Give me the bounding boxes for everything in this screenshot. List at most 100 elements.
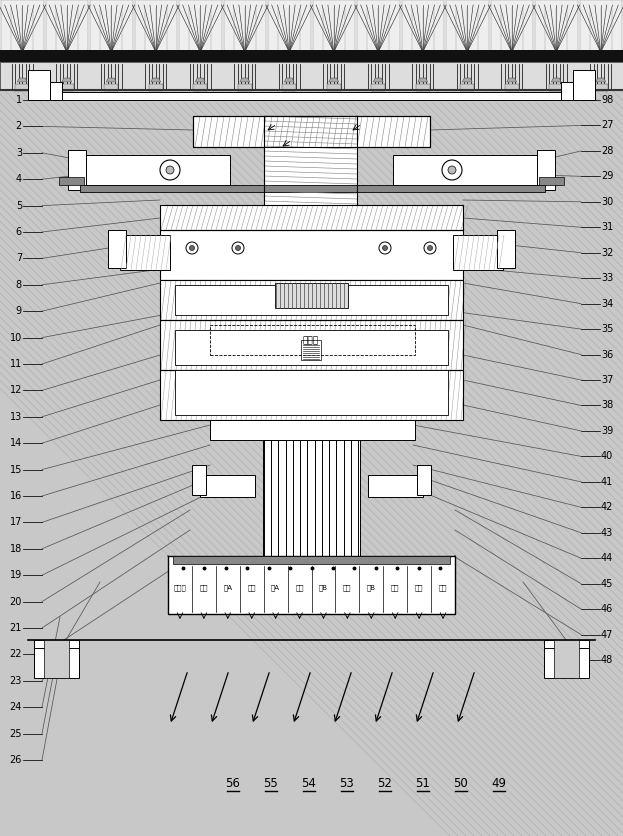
Bar bbox=[160, 280, 463, 320]
Polygon shape bbox=[329, 78, 339, 82]
Bar bbox=[160, 280, 463, 320]
Bar bbox=[282, 84, 297, 91]
Text: 23: 23 bbox=[9, 675, 22, 686]
Polygon shape bbox=[284, 78, 294, 82]
Text: 25: 25 bbox=[9, 729, 22, 738]
Bar bbox=[34, 640, 79, 678]
Text: 28: 28 bbox=[601, 146, 614, 155]
Bar bbox=[561, 82, 573, 100]
Polygon shape bbox=[107, 78, 117, 82]
Text: 压左: 压左 bbox=[295, 584, 304, 591]
Bar bbox=[59, 177, 84, 185]
Bar bbox=[0, 50, 623, 62]
Bar bbox=[104, 84, 118, 91]
Bar bbox=[224, 0, 266, 56]
Bar bbox=[497, 230, 515, 268]
Text: 12: 12 bbox=[9, 385, 22, 395]
Text: 渐路: 渐路 bbox=[199, 584, 208, 591]
Bar bbox=[160, 230, 463, 280]
Circle shape bbox=[448, 166, 456, 174]
Text: 47: 47 bbox=[601, 630, 614, 640]
Bar bbox=[544, 640, 589, 678]
Text: 98: 98 bbox=[601, 95, 613, 105]
Text: 22: 22 bbox=[9, 650, 22, 660]
Bar bbox=[535, 0, 578, 56]
Bar bbox=[402, 52, 443, 58]
Bar bbox=[175, 370, 448, 415]
Polygon shape bbox=[551, 78, 561, 82]
Bar bbox=[160, 205, 463, 230]
Bar bbox=[175, 330, 448, 365]
Circle shape bbox=[235, 246, 240, 251]
Polygon shape bbox=[151, 78, 161, 82]
Text: 41: 41 bbox=[601, 477, 613, 487]
Text: 45: 45 bbox=[601, 579, 614, 589]
Bar bbox=[417, 465, 431, 495]
Text: 36: 36 bbox=[601, 349, 613, 359]
Bar bbox=[264, 116, 357, 205]
Bar bbox=[371, 84, 385, 91]
Bar bbox=[135, 0, 177, 56]
Bar bbox=[160, 370, 463, 420]
Polygon shape bbox=[195, 78, 205, 82]
Text: 气B: 气B bbox=[367, 584, 376, 591]
Text: 38: 38 bbox=[601, 400, 613, 410]
Circle shape bbox=[160, 160, 180, 180]
Text: 气A: 气A bbox=[271, 584, 280, 591]
Bar bbox=[175, 285, 448, 315]
Bar bbox=[179, 0, 222, 56]
Circle shape bbox=[189, 246, 194, 251]
Bar bbox=[573, 70, 595, 100]
Bar bbox=[313, 0, 355, 56]
Text: 33: 33 bbox=[601, 273, 613, 283]
Bar bbox=[401, 0, 444, 56]
Bar bbox=[193, 116, 430, 147]
Circle shape bbox=[442, 160, 462, 180]
Bar bbox=[160, 370, 463, 420]
Bar bbox=[68, 150, 86, 190]
Text: 8: 8 bbox=[16, 280, 22, 290]
Bar bbox=[238, 84, 252, 91]
Text: 10: 10 bbox=[10, 333, 22, 343]
Text: 1: 1 bbox=[16, 95, 22, 105]
Bar bbox=[1, 0, 44, 56]
Text: 18: 18 bbox=[10, 543, 22, 553]
Text: 20: 20 bbox=[9, 597, 22, 607]
Circle shape bbox=[379, 242, 391, 254]
Bar bbox=[357, 0, 399, 56]
Bar bbox=[47, 52, 87, 58]
Text: 供回: 供回 bbox=[415, 584, 424, 591]
Text: 2: 2 bbox=[16, 121, 22, 131]
Bar bbox=[301, 340, 321, 360]
Circle shape bbox=[186, 242, 198, 254]
Bar bbox=[45, 0, 88, 56]
Bar bbox=[447, 52, 488, 58]
Bar bbox=[160, 320, 463, 370]
Bar bbox=[505, 84, 519, 91]
Bar bbox=[416, 84, 430, 91]
Bar bbox=[15, 84, 29, 91]
Bar bbox=[180, 52, 221, 58]
Text: 53: 53 bbox=[340, 777, 354, 790]
Bar bbox=[168, 556, 455, 614]
Text: 13: 13 bbox=[10, 412, 22, 422]
Text: 16: 16 bbox=[10, 491, 22, 501]
Text: 39: 39 bbox=[601, 426, 613, 436]
Circle shape bbox=[427, 246, 432, 251]
Bar bbox=[173, 556, 450, 564]
Bar bbox=[200, 475, 255, 497]
Text: 4: 4 bbox=[16, 174, 22, 184]
Text: 17: 17 bbox=[9, 517, 22, 528]
Bar bbox=[90, 0, 133, 56]
Bar bbox=[275, 283, 348, 308]
Bar bbox=[160, 205, 463, 230]
Bar bbox=[80, 155, 230, 185]
Bar bbox=[544, 640, 589, 648]
Polygon shape bbox=[240, 78, 250, 82]
Text: 40: 40 bbox=[601, 451, 613, 461]
Text: 压右: 压右 bbox=[247, 584, 256, 591]
Text: 27: 27 bbox=[601, 120, 614, 130]
Bar bbox=[2, 52, 42, 58]
Polygon shape bbox=[62, 78, 72, 82]
Bar bbox=[393, 155, 543, 185]
